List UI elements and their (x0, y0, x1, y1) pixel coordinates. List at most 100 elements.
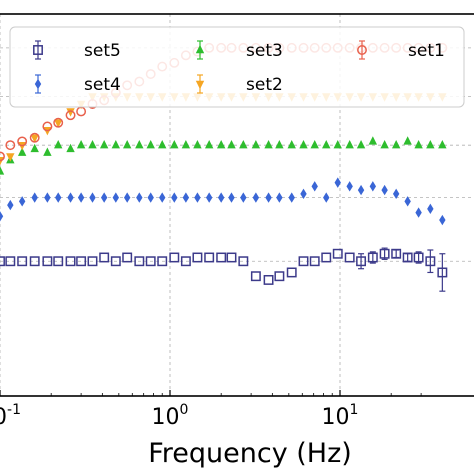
point-set5 (263, 274, 274, 285)
point-set1 (0, 151, 5, 162)
legend-marker-set2 (195, 80, 205, 90)
point-set3 (30, 143, 39, 153)
legend-label-set2: set2 (246, 75, 283, 95)
series-set3 (0, 136, 447, 175)
point-set1 (5, 140, 16, 151)
point-set5 (413, 252, 424, 263)
point-set4 (334, 177, 341, 188)
point-set2 (54, 119, 63, 128)
point-set5 (226, 252, 237, 263)
point-set3 (310, 139, 319, 149)
point-set5 (274, 271, 285, 282)
point-set5 (402, 252, 413, 263)
legend-label-set1: set1 (408, 41, 445, 61)
point-set5 (157, 256, 168, 267)
point-set4 (205, 192, 213, 203)
point-set5 (53, 256, 64, 267)
point-set4 (323, 192, 330, 203)
point-set5 (216, 252, 227, 263)
point-set3 (54, 139, 63, 149)
point-set3 (264, 139, 273, 149)
point-set4 (265, 192, 272, 203)
legend-entry-set3: set3 (195, 40, 283, 61)
point-set4 (217, 192, 225, 203)
point-set4 (228, 192, 235, 203)
point-set4 (381, 184, 388, 196)
point-set5 (76, 256, 87, 267)
point-set5 (42, 256, 53, 267)
legend-marker-set3 (195, 44, 205, 54)
point-set4 (147, 192, 154, 203)
point-set3 (135, 139, 144, 149)
point-set3 (0, 166, 5, 175)
point-set3 (216, 139, 226, 149)
point-set4 (252, 192, 260, 203)
point-set2 (66, 108, 75, 117)
point-set4 (171, 192, 178, 203)
point-set4 (89, 192, 96, 203)
grid-lines (0, 14, 474, 396)
point-set4 (0, 211, 4, 222)
point-set5 (169, 252, 180, 263)
point-set5 (65, 256, 76, 267)
x-tick-label: 10-1 (0, 402, 21, 430)
legend-label-set5: set5 (84, 41, 121, 61)
point-set5 (367, 252, 378, 263)
point-set4 (300, 188, 307, 200)
point-set5 (344, 252, 355, 263)
point-set3 (414, 139, 423, 149)
point-set3 (181, 139, 191, 149)
point-set4 (240, 192, 247, 203)
legend-marker-set4 (34, 78, 42, 90)
point-set3 (275, 139, 284, 149)
point-set5 (332, 248, 343, 259)
point-set4 (311, 181, 318, 192)
x-ticks: 10-1 100 101 (0, 390, 422, 430)
point-set4 (288, 192, 295, 203)
point-set3 (251, 139, 261, 149)
point-set3 (122, 139, 132, 149)
plot-frame (0, 13, 474, 397)
point-set1 (42, 121, 53, 132)
point-set3 (356, 139, 366, 149)
point-set1 (29, 132, 40, 143)
point-set3 (426, 139, 435, 149)
point-set4 (415, 207, 422, 218)
point-set5 (192, 252, 203, 263)
point-set4 (55, 192, 62, 203)
point-set3 (380, 139, 389, 149)
point-set4 (7, 199, 14, 211)
point-set3 (322, 139, 331, 149)
point-set4 (369, 181, 377, 192)
point-set3 (111, 139, 121, 149)
point-set5 (298, 256, 309, 267)
point-set4 (112, 192, 120, 203)
point-set5 (134, 256, 145, 267)
point-set4 (194, 192, 201, 203)
point-set3 (76, 139, 86, 149)
point-set5 (286, 267, 297, 278)
point-set5 (17, 256, 28, 267)
legend-entry-set2: set2 (195, 74, 283, 95)
legend-entry-set5: set5 (33, 40, 121, 61)
point-set3 (170, 139, 179, 149)
point-set5 (145, 256, 156, 267)
point-set5 (180, 256, 191, 267)
point-set1 (17, 136, 28, 147)
legend-marker-set1 (357, 45, 367, 55)
point-set4 (67, 192, 74, 203)
point-set1 (65, 110, 76, 121)
point-set5 (391, 248, 402, 259)
point-set4 (136, 192, 143, 203)
series-set5 (0, 247, 448, 292)
point-set5 (238, 256, 249, 267)
point-set3 (66, 143, 75, 153)
point-set3 (438, 139, 447, 149)
point-set3 (158, 139, 167, 149)
point-set1 (53, 117, 64, 128)
point-set4 (404, 196, 411, 207)
point-set4 (18, 196, 26, 207)
point-set5 (110, 256, 121, 267)
point-set5 (99, 252, 110, 263)
point-set3 (299, 139, 308, 149)
